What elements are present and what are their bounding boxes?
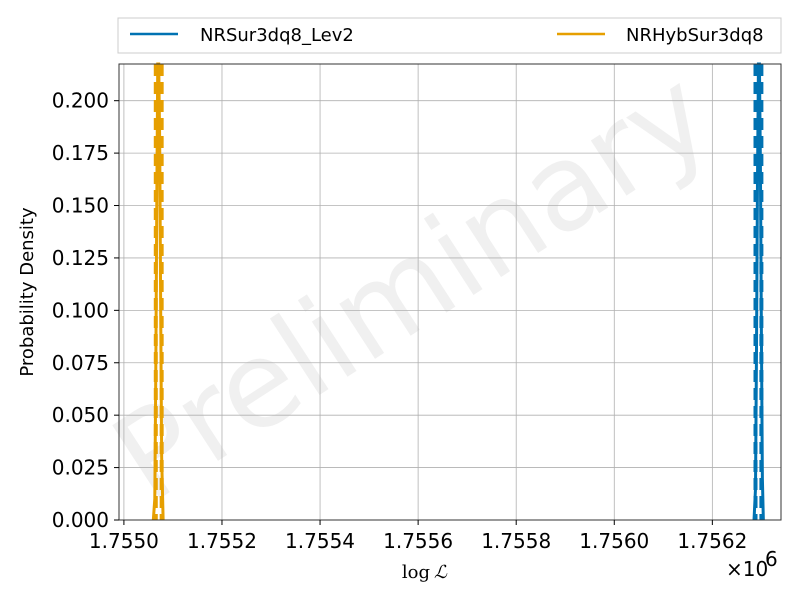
x-tick-label-6: 1.7562 — [677, 529, 747, 553]
x-tick-label-5: 1.7560 — [579, 529, 649, 553]
y-tick-label-1: 0.025 — [52, 456, 109, 480]
y-tick-label-0: 0.000 — [52, 508, 109, 532]
y-axis-label: Probability Density — [17, 207, 38, 377]
plot-frame — [118, 63, 782, 521]
x-axis-label-func: log — [402, 562, 430, 583]
y-tick-label-4: 0.100 — [52, 298, 109, 322]
legend-frame — [117, 17, 782, 54]
x-tick-label-0: 1.7550 — [89, 529, 159, 553]
legend: NRSur3dq8_Lev2 NRHybSur3dq8 — [117, 17, 782, 54]
x-tick-label-2: 1.7554 — [285, 529, 355, 553]
y-tick-label-7: 0.175 — [52, 141, 109, 165]
x-axis-label-symbol: ℒ — [434, 562, 448, 583]
y-tick-label-5: 0.125 — [52, 246, 109, 270]
axis-ticks: 1.7550 1.7552 1.7554 1.7556 1.7558 1.7560 1.75… — [52, 89, 748, 553]
x-axis-label: log ℒ — [402, 562, 448, 583]
legend-label-nrsur: NRSur3dq8_Lev2 — [200, 25, 354, 46]
y-tick-label-8: 0.200 — [52, 89, 109, 113]
x-tick-label-4: 1.7558 — [481, 529, 551, 553]
legend-label-nrhybsur: NRHybSur3dq8 — [626, 25, 764, 46]
x-tick-label-3: 1.7556 — [383, 529, 453, 553]
y-tick-label-2: 0.050 — [52, 403, 109, 427]
y-tick-label-6: 0.150 — [52, 194, 109, 218]
y-tick-label-3: 0.075 — [52, 351, 109, 375]
x-offset-exponent: 6 — [765, 547, 778, 571]
x-tick-label-1: 1.7552 — [187, 529, 257, 553]
x-offset-label: ×10 6 — [726, 547, 778, 581]
x-offset-prefix: ×10 — [726, 557, 768, 581]
watermark-text: Preliminary — [90, 44, 734, 530]
